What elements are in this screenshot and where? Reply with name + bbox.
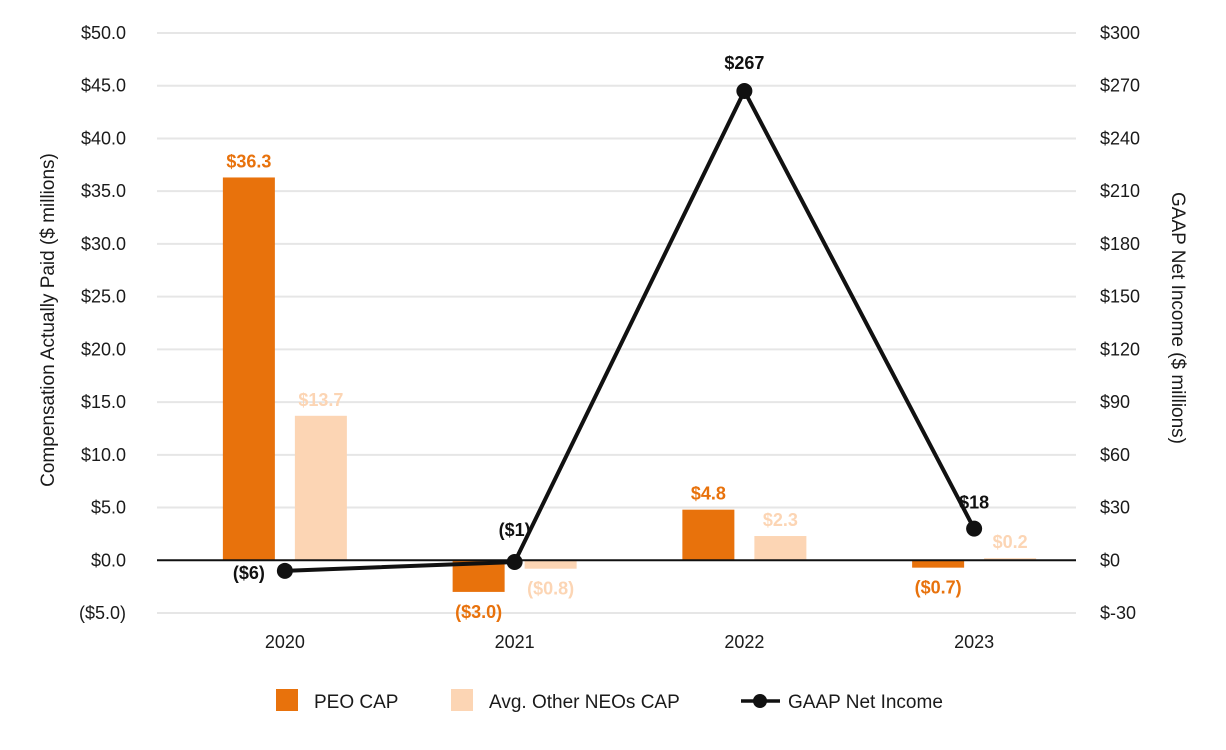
right-tick-label: $-30: [1100, 603, 1136, 623]
left-tick-label: $30.0: [81, 234, 126, 254]
legend: PEO CAP Avg. Other NEOs CAP GAAP Net Inc…: [276, 689, 943, 713]
bar-data-label: $4.8: [691, 484, 726, 504]
right-tick-label: $60: [1100, 445, 1130, 465]
bars: [222, 177, 1037, 592]
left-axis-title: Compensation Actually Paid ($ millions): [38, 153, 59, 487]
right-tick-label: $270: [1100, 76, 1140, 96]
bar-peo-cap-2023: [912, 560, 965, 568]
legend-label-peo-cap: PEO CAP: [314, 692, 398, 713]
right-tick-label: $300: [1100, 23, 1140, 43]
data-labels: $36.3 ($3.0) $4.8 ($0.7) $13.7 ($0.8) $2.3 $0.2…: [226, 53, 1027, 622]
left-tick-label: $25.0: [81, 287, 126, 307]
net-income-point-2022: [736, 83, 753, 99]
bar-data-label: $13.7: [298, 390, 343, 410]
category-label-2022: 2022: [724, 632, 764, 652]
right-tick-label: $240: [1100, 128, 1140, 148]
right-axis-ticks: $-30 $0 $30 $60 $90 $120 $150 $180 $210 $240 $270 $…: [1100, 23, 1140, 623]
bar-peo-cap-2020: [222, 177, 275, 561]
left-tick-label: $5.0: [91, 498, 126, 518]
net-income-point-2023: [966, 520, 983, 537]
gridlines: [157, 32, 1076, 614]
bar-data-label: ($0.7): [915, 578, 962, 598]
net-income-data-label: ($6): [233, 563, 265, 583]
right-tick-label: $0: [1100, 550, 1120, 570]
left-tick-label: $45.0: [81, 76, 126, 96]
bar-data-label: $0.2: [993, 532, 1028, 552]
category-label-2020: 2020: [265, 632, 305, 652]
right-tick-label: $180: [1100, 234, 1140, 254]
net-income-polyline: [284, 89, 976, 573]
net-income-data-label: $267: [724, 53, 764, 73]
legend-label-net-income: GAAP Net Income: [788, 692, 943, 713]
legend-swatch-avg-neo-cap: [451, 689, 473, 711]
category-labels: 2020 2021 2022 2023: [265, 632, 994, 652]
left-tick-label: $35.0: [81, 181, 126, 201]
net-income-line: [276, 83, 983, 579]
net-income-data-label: ($1): [499, 520, 531, 540]
left-tick-label: $40.0: [81, 128, 126, 148]
bar-data-label: ($0.8): [527, 579, 574, 599]
right-tick-label: $210: [1100, 181, 1140, 201]
category-label-2021: 2021: [495, 632, 535, 652]
right-tick-label: $30: [1100, 498, 1130, 518]
legend-label-avg-neo-cap: Avg. Other NEOs CAP: [489, 692, 680, 713]
legend-swatch-peo-cap: [276, 689, 298, 711]
left-tick-label: ($5.0): [79, 603, 126, 623]
net-income-data-label: $18: [959, 493, 989, 513]
bar-avg-other-neos-cap-2022: [754, 536, 807, 561]
bar-avg-other-neos-cap-2023: [984, 558, 1037, 561]
bar-peo-cap-2022: [682, 509, 735, 561]
right-tick-label: $150: [1100, 287, 1140, 307]
right-tick-label: $120: [1100, 339, 1140, 359]
left-tick-label: $0.0: [91, 550, 126, 570]
bar-data-label: $2.3: [763, 510, 798, 530]
right-tick-label: $90: [1100, 392, 1130, 412]
right-axis-title: GAAP Net Income ($ millions): [1167, 192, 1188, 444]
left-tick-label: $50.0: [81, 23, 126, 43]
legend-marker-net-income: [753, 694, 767, 708]
net-income-point-2020: [276, 562, 293, 579]
left-tick-label: $20.0: [81, 339, 126, 359]
bar-data-label: $36.3: [226, 151, 271, 171]
net-income-point-2021: [506, 554, 523, 571]
left-tick-label: $10.0: [81, 445, 126, 465]
left-tick-label: $15.0: [81, 392, 126, 412]
left-axis-ticks: ($5.0) $0.0 $5.0 $10.0 $15.0 $20.0 $25.0 $30.0 $…: [79, 23, 126, 623]
bar-data-label: ($3.0): [455, 602, 502, 622]
bar-avg-other-neos-cap-2021: [524, 560, 577, 569]
category-label-2023: 2023: [954, 632, 994, 652]
bar-avg-other-neos-cap-2020: [294, 415, 347, 561]
